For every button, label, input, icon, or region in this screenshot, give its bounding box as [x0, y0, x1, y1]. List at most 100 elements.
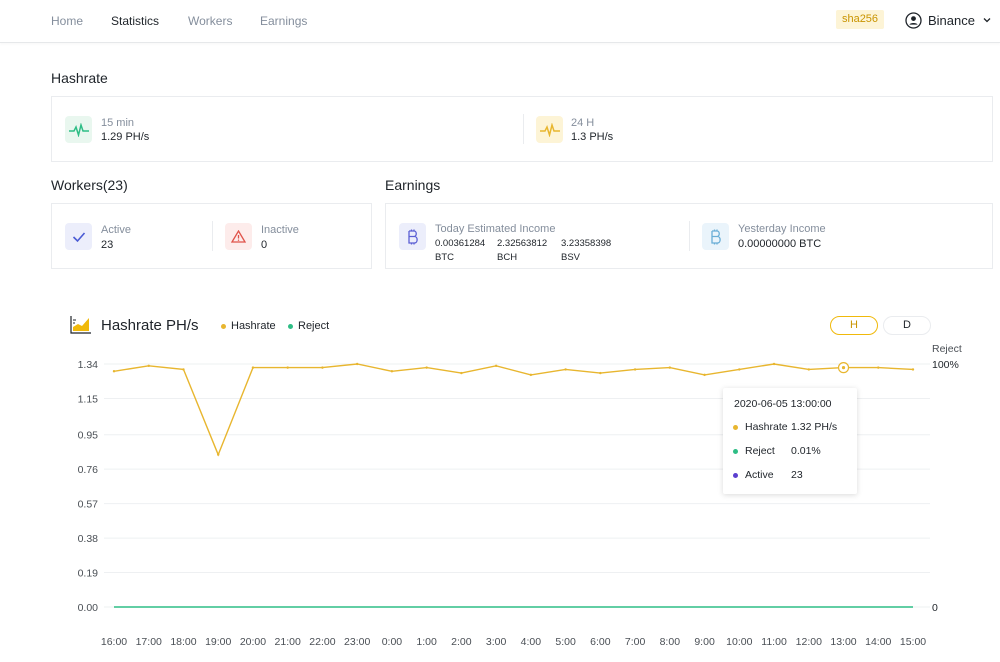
yesterday-income-label: Yesterday Income — [738, 223, 826, 235]
hashrate-15min-value: 1.29 PH/s — [101, 131, 150, 143]
check-icon — [65, 223, 92, 250]
x-tick-label: 2:00 — [451, 636, 472, 648]
nav-home[interactable]: Home — [51, 14, 84, 28]
y-tick-label: 0.76 — [78, 464, 99, 476]
hashrate-title: Hashrate — [51, 70, 108, 86]
workers-card: Active 23 Inactive 0 — [51, 203, 372, 269]
data-point-hashrate[interactable] — [460, 371, 463, 375]
data-point-hashrate[interactable] — [564, 368, 567, 371]
data-point-hashrate[interactable] — [877, 366, 880, 369]
x-tick-label: 22:00 — [309, 636, 335, 648]
data-point-hashrate[interactable] — [703, 373, 706, 377]
right-axis-top-tick: 100% — [932, 359, 959, 371]
account-menu[interactable]: Binance — [905, 10, 992, 30]
x-tick-label: 13:00 — [830, 636, 856, 648]
legend-dot-hashrate — [221, 323, 226, 329]
data-point-hashrate[interactable] — [321, 366, 324, 369]
today-bsv-amount: 3.23358398 — [561, 238, 612, 249]
today-bsv-coin: BSV — [561, 252, 581, 263]
x-tick-label: 4:00 — [521, 636, 542, 648]
x-tick-label: 8:00 — [660, 636, 681, 648]
bitcoin-light-icon — [702, 223, 729, 250]
data-point-hashrate[interactable] — [251, 366, 255, 369]
x-tick-label: 0:00 — [382, 636, 403, 648]
data-point-hashrate[interactable] — [425, 366, 428, 369]
y-tick-label: 0.00 — [78, 602, 99, 614]
legend-hashrate[interactable]: Hashrate — [221, 320, 276, 332]
earnings-card: Today Estimated Income 0.00361284 BTC 2.… — [385, 203, 993, 269]
y-tick-label: 0.95 — [78, 430, 99, 442]
hashrate-24h-value: 1.3 PH/s — [571, 131, 614, 143]
tooltip-time: 2020-06-05 13:00:00 — [734, 398, 832, 410]
data-point-hashrate[interactable] — [147, 364, 150, 368]
today-btc-coin: BTC — [435, 252, 454, 263]
tooltip-key: Reject — [745, 445, 775, 457]
hashrate-card: 15 min 1.29 PH/s 24 H 1.3 PH/s — [51, 96, 993, 162]
today-bch-coin: BCH — [497, 252, 518, 263]
workers-inactive-value[interactable]: 0 — [261, 239, 268, 251]
x-tick-label: 15:00 — [900, 636, 926, 648]
x-tick-label: 16:00 — [101, 636, 127, 648]
data-point-hashrate[interactable] — [390, 370, 394, 373]
toggle-hour-button[interactable]: H — [830, 316, 878, 335]
hashrate-15min-label: 15 min — [101, 117, 135, 129]
tooltip-dot — [733, 424, 738, 430]
x-tick-label: 18:00 — [170, 636, 196, 648]
chart-tooltip: 2020-06-05 13:00:00 Hashrate 1.32 PH/s R… — [723, 388, 857, 494]
x-tick-label: 12:00 — [796, 636, 822, 648]
divider — [523, 114, 524, 144]
data-point-hashrate[interactable] — [286, 366, 289, 369]
nav-earnings[interactable]: Earnings — [260, 14, 308, 28]
x-tick-label: 20:00 — [240, 636, 266, 648]
account-name: Binance — [928, 12, 975, 28]
data-point-hashrate[interactable] — [112, 370, 116, 373]
divider — [689, 221, 690, 251]
legend-reject[interactable]: Reject — [288, 320, 329, 332]
data-point-hashrate[interactable] — [807, 368, 810, 371]
x-tick-label: 1:00 — [416, 636, 437, 648]
tooltip-value: 1.32 PH/s — [791, 421, 838, 433]
tooltip-key: Hashrate — [745, 421, 788, 433]
legend-label: Reject — [298, 320, 330, 332]
y-tick-label: 0.57 — [78, 499, 99, 511]
series-line-hashrate — [113, 363, 914, 457]
workers-active-label[interactable]: Active — [101, 224, 131, 236]
right-axis-bottom-tick: 0 — [932, 602, 938, 614]
today-income-label: Today Estimated Income — [435, 223, 556, 235]
data-point-hashrate[interactable] — [772, 362, 776, 366]
nav-statistics[interactable]: Statistics — [111, 14, 160, 28]
tooltip-row-reject: Reject 0.01% — [733, 445, 821, 457]
data-point-hashrate[interactable] — [668, 366, 672, 369]
highlighted-point-center — [841, 366, 846, 370]
workers-inactive-label[interactable]: Inactive — [261, 224, 299, 236]
x-tick-label: 7:00 — [625, 636, 646, 648]
tooltip-value: 23 — [791, 469, 803, 481]
data-point-hashrate[interactable] — [182, 368, 185, 371]
data-point-hashrate[interactable] — [217, 453, 220, 456]
data-point-hashrate[interactable] — [355, 362, 359, 366]
hashrate-24h-label: 24 H — [571, 117, 595, 129]
earnings-title: Earnings — [385, 177, 441, 193]
tooltip-row-hashrate: Hashrate 1.32 PH/s — [733, 421, 837, 433]
data-point-hashrate[interactable] — [529, 373, 533, 377]
chevron-down-icon — [983, 18, 991, 23]
data-point-hashrate[interactable] — [599, 371, 602, 375]
toggle-day-button[interactable]: D — [883, 316, 931, 335]
data-point-hashrate[interactable] — [633, 368, 637, 371]
tooltip-row-active: Active 23 — [733, 469, 803, 481]
data-point-hashrate[interactable] — [911, 368, 915, 371]
data-point-hashrate[interactable] — [738, 368, 741, 371]
y-tick-label: 0.38 — [78, 533, 99, 545]
y-tick-label: 1.15 — [78, 393, 99, 405]
workers-title: Workers(23) — [51, 177, 128, 193]
yesterday-income-value: 0.00000000 BTC — [738, 238, 822, 250]
x-tick-label: 14:00 — [865, 636, 891, 648]
x-tick-label: 19:00 — [205, 636, 231, 648]
workers-active-value[interactable]: 23 — [101, 239, 114, 251]
data-point-hashrate[interactable] — [494, 364, 498, 368]
nav-workers[interactable]: Workers — [188, 14, 233, 28]
tooltip-dot — [733, 448, 738, 454]
y-tick-label: 1.34 — [78, 359, 99, 371]
algorithm-badge[interactable]: sha256 — [836, 10, 884, 29]
